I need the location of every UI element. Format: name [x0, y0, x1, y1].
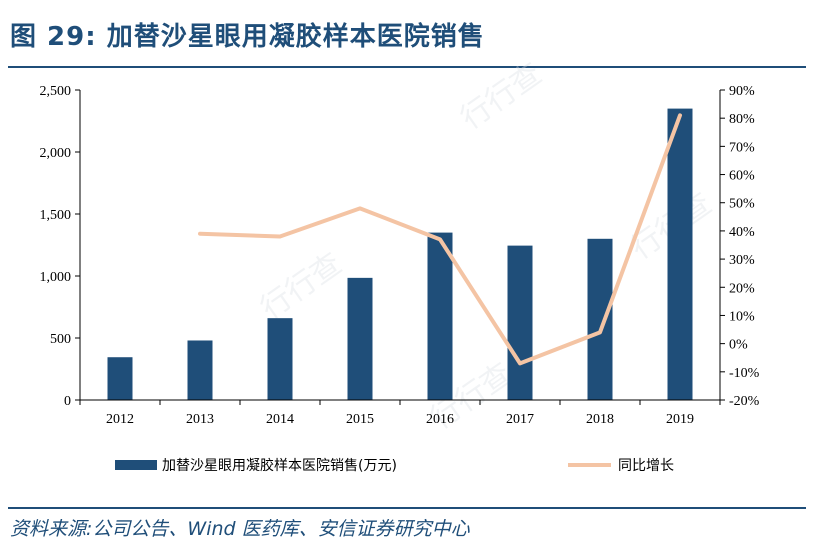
svg-text:行行查: 行行查: [255, 246, 349, 326]
legend-bar-swatch: [115, 460, 157, 470]
bar-2017: [507, 245, 533, 400]
svg-text:行行查: 行行查: [455, 56, 549, 136]
right-tick-label: 60%: [729, 169, 755, 184]
source-divider: [8, 507, 806, 509]
x-tick-label-2015: 2015: [346, 412, 374, 427]
left-tick-label: 2,000: [40, 146, 72, 161]
figure-title-text: 加替沙星眼用凝胶样本医院销售: [106, 22, 485, 52]
axes: 0 500 1,000 1,500 2,000 2,500 -20% -10% 0% 10% 20%…: [40, 84, 760, 427]
x-tick-label-2014: 2014: [266, 412, 294, 427]
left-tick-label: 0: [64, 394, 71, 409]
right-tick-label: 80%: [729, 112, 755, 127]
title-divider: [8, 66, 806, 68]
x-tick-label-2017: 2017: [506, 412, 534, 427]
figure-title: 图 29: 加替沙星眼用凝胶样本医院销售: [10, 16, 485, 53]
bar-2015: [347, 277, 373, 400]
left-tick-label: 2,500: [40, 84, 72, 99]
left-tick-label: 500: [50, 332, 71, 347]
legend-bar-label: 加替沙星眼用凝胶样本医院销售(万元): [162, 457, 397, 474]
right-tick-label: 30%: [729, 253, 755, 268]
right-tick-label: 10%: [729, 309, 755, 324]
x-tick-label-2016: 2016: [426, 412, 454, 427]
right-tick-label: 90%: [729, 84, 755, 99]
watermark: 行行查 行行查 行行查 行行查: [255, 56, 719, 436]
right-tick-label: -20%: [729, 394, 760, 409]
figure-number: 图 29:: [10, 22, 97, 52]
x-tick-label-2018: 2018: [586, 412, 614, 427]
left-tick-label: 1,000: [40, 270, 72, 285]
source-note: 资料来源:公司公告、Wind 医药库、安信证券研究中心: [10, 518, 470, 540]
growth-line-series: [198, 113, 682, 366]
right-tick-label: 20%: [729, 281, 755, 296]
right-tick-label: 0%: [729, 338, 748, 353]
left-tick-label: 1,500: [40, 208, 72, 223]
bar-2014: [267, 318, 293, 400]
legend-line-label: 同比增长: [618, 458, 674, 474]
x-tick-label-2013: 2013: [186, 412, 214, 427]
right-tick-label: -10%: [729, 366, 760, 381]
bar-2013: [187, 340, 213, 400]
bar-2019: [667, 108, 693, 400]
bar-series: [107, 108, 693, 400]
right-tick-label: 50%: [729, 197, 755, 212]
right-tick-label: 40%: [729, 225, 755, 240]
right-tick-label: 70%: [729, 140, 755, 155]
x-tick-label-2019: 2019: [666, 412, 694, 427]
bar-2016: [427, 232, 453, 400]
x-tick-label-2012: 2012: [106, 412, 134, 427]
legend: 加替沙星眼用凝胶样本医院销售(万元) 同比增长: [115, 457, 674, 474]
bar-2012: [107, 357, 133, 400]
bar-2018: [587, 238, 613, 400]
